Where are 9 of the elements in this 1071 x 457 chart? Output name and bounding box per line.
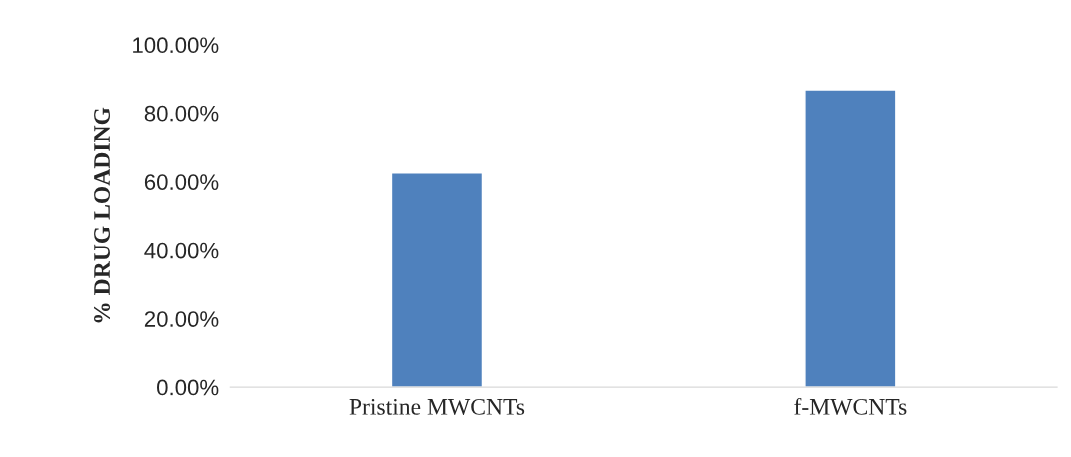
x-tick-label: f-MWCNTs: [794, 397, 907, 415]
y-tick-label: 100.00%: [133, 37, 219, 54]
y-tick-label: 40.00%: [144, 242, 219, 259]
x-tick-label: Pristine MWCNTs: [349, 398, 525, 415]
y-axis-title: % DRUG LOADING: [94, 107, 111, 323]
y-tick-label: 80.00%: [144, 105, 219, 122]
y-tick-label: 20.00%: [144, 311, 219, 327]
y-tick-label: 0.00%: [157, 379, 219, 396]
y-tick-label: 60.00%: [144, 174, 219, 190]
